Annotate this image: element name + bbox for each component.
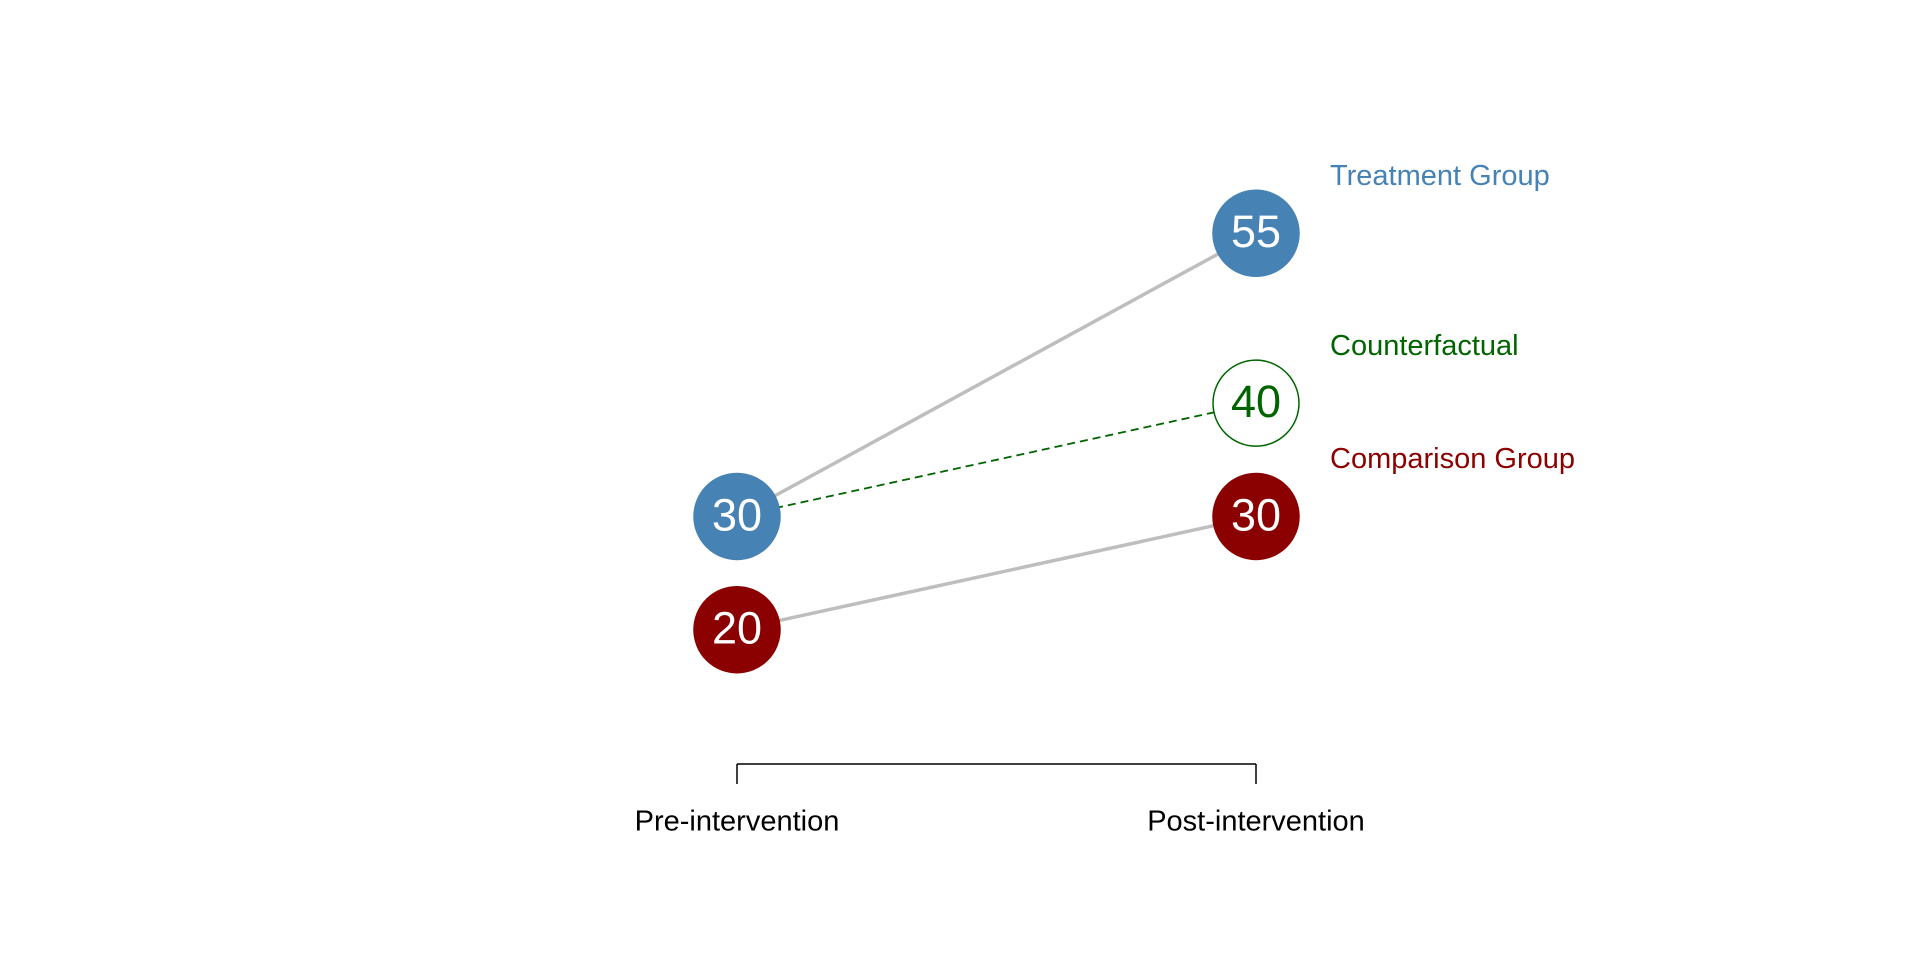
series-label: Comparison Group [1330, 443, 1575, 475]
counterfactual-line [736, 402, 1257, 518]
data-point [1212, 472, 1300, 561]
value-label: 55 [1231, 206, 1281, 257]
data-point [693, 585, 781, 674]
data-point [693, 472, 781, 561]
value-label: 30 [1231, 489, 1281, 540]
value-label: 20 [712, 603, 762, 654]
x-tick-label: Pre-intervention [635, 806, 840, 838]
series-line [736, 514, 1257, 632]
data-point [1212, 189, 1300, 278]
series-label: Treatment Group [1330, 160, 1550, 192]
value-label: 40 [1231, 376, 1281, 427]
series-label: Counterfactual [1330, 330, 1519, 362]
data-point [1212, 359, 1300, 447]
value-label: 30 [712, 489, 762, 540]
x-tick-label: Post-intervention [1147, 806, 1365, 838]
series-line [736, 231, 1257, 518]
